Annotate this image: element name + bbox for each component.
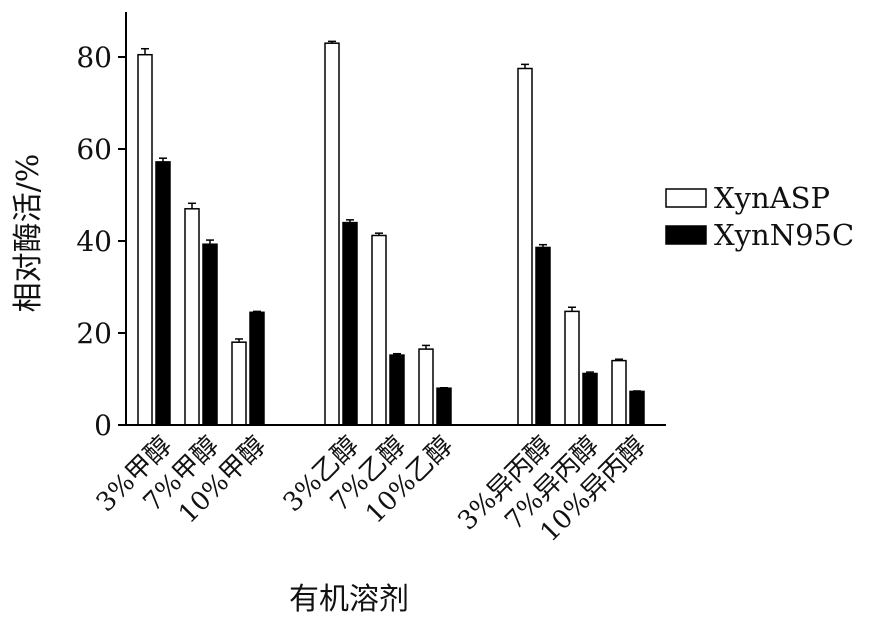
y-axis-label: 相对酶活/% <box>11 154 46 313</box>
bar-xynn95c-7 <box>582 372 598 426</box>
y-ticks-layer: 0 20 40 60 80 <box>76 41 126 442</box>
legend-label-xynn95c: XynN95C <box>714 218 854 252</box>
bar-xynn95c-5 <box>436 387 452 426</box>
bar-xynn95c-8 <box>629 390 645 426</box>
bars-layer <box>137 42 645 426</box>
legend-label-xynasp: XynASP <box>714 181 830 215</box>
error-bars-layer <box>141 40 641 392</box>
y-tick-label: 60 <box>76 133 112 166</box>
bar-xynasp-3 <box>324 42 340 426</box>
bar-xynn95c-3 <box>342 221 358 426</box>
bar-xynn95c-0 <box>155 161 171 426</box>
bar-xynasp-0 <box>137 53 153 426</box>
bar-xynn95c-2 <box>249 311 265 426</box>
y-tick-label: 40 <box>76 225 112 258</box>
bar-xynasp-6 <box>517 67 533 426</box>
bar-xynasp-1 <box>184 208 200 426</box>
axes-layer <box>125 12 666 426</box>
bar-xynasp-4 <box>371 234 387 426</box>
bar-xynasp-2 <box>231 341 247 426</box>
bar-xynasp-8 <box>611 359 627 426</box>
bar-xynn95c-1 <box>202 243 218 426</box>
y-tick-label: 80 <box>76 41 112 74</box>
legend-swatch-xynasp <box>665 188 707 208</box>
bar-xynn95c-4 <box>389 354 405 426</box>
bar-xynasp-5 <box>418 348 434 426</box>
x-axis-label: 有机溶剂 <box>289 582 409 617</box>
bar-xynasp-7 <box>564 310 580 426</box>
bar-xynn95c-6 <box>535 246 551 426</box>
legend-swatch-xynn95c <box>665 225 707 245</box>
y-tick-label: 0 <box>94 409 112 442</box>
y-tick-label: 20 <box>76 317 112 350</box>
